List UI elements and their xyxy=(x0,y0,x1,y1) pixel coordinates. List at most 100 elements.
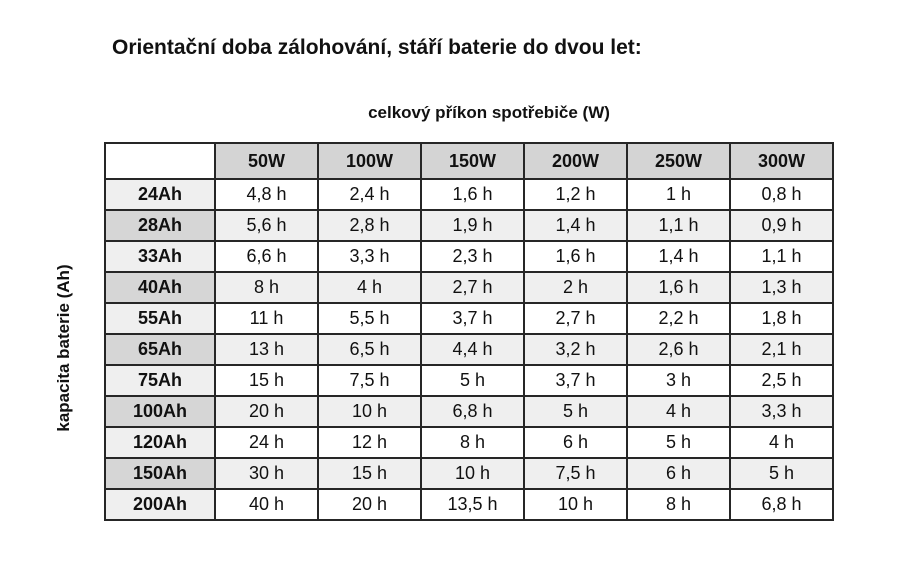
column-header-300w: 300W xyxy=(729,142,834,180)
backup-time-cell: 0,9 h xyxy=(729,209,834,242)
backup-time-cell: 5 h xyxy=(523,395,628,428)
backup-time-cell: 6,5 h xyxy=(317,333,422,366)
backup-time-cell: 7,5 h xyxy=(523,457,628,490)
backup-time-cell: 3,3 h xyxy=(729,395,834,428)
row-label: 24Ah xyxy=(104,178,216,211)
table-top-axis-label: celkový příkon spotřebiče (W) xyxy=(368,103,610,122)
backup-time-cell: 4 h xyxy=(317,271,422,304)
backup-time-cell: 2,5 h xyxy=(729,364,834,397)
backup-time-cell: 5 h xyxy=(420,364,525,397)
backup-time-cell: 3,7 h xyxy=(420,302,525,335)
table-left-axis-label: kapacita baterie (Ah) xyxy=(54,264,73,432)
backup-time-cell: 11 h xyxy=(214,302,319,335)
backup-time-cell: 3,3 h xyxy=(317,240,422,273)
backup-time-cell: 2,7 h xyxy=(420,271,525,304)
row-label: 200Ah xyxy=(104,488,216,521)
table-row: 33Ah 6,6 h 3,3 h 2,3 h 1,6 h 1,4 h 1,1 h xyxy=(104,240,834,273)
header-row: 50W 100W 150W 200W 250W 300W xyxy=(104,142,834,180)
backup-time-cell: 2,6 h xyxy=(626,333,731,366)
table-row: 40Ah 8 h 4 h 2,7 h 2 h 1,6 h 1,3 h xyxy=(104,271,834,304)
backup-time-cell: 1,6 h xyxy=(523,240,628,273)
table-row: 28Ah 5,6 h 2,8 h 1,9 h 1,4 h 1,1 h 0,9 h xyxy=(104,209,834,242)
backup-time-cell: 10 h xyxy=(420,457,525,490)
column-header-150w: 150W xyxy=(420,142,525,180)
row-label: 120Ah xyxy=(104,426,216,459)
backup-time-cell: 1,6 h xyxy=(420,178,525,211)
backup-time-cell: 1,6 h xyxy=(626,271,731,304)
column-header-250w: 250W xyxy=(626,142,731,180)
backup-time-cell: 3,7 h xyxy=(523,364,628,397)
backup-time-cell: 15 h xyxy=(317,457,422,490)
backup-time-cell: 6 h xyxy=(626,457,731,490)
backup-time-cell: 20 h xyxy=(317,488,422,521)
backup-time-cell: 8 h xyxy=(420,426,525,459)
backup-time-cell: 1,2 h xyxy=(523,178,628,211)
backup-time-cell: 4,4 h xyxy=(420,333,525,366)
backup-time-cell: 6 h xyxy=(523,426,628,459)
column-header-50w: 50W xyxy=(214,142,319,180)
backup-time-cell: 5 h xyxy=(729,457,834,490)
backup-time-cell: 12 h xyxy=(317,426,422,459)
backup-time-cell: 24 h xyxy=(214,426,319,459)
backup-time-table: 50W 100W 150W 200W 250W 300W 24Ah 4,8 h … xyxy=(104,142,834,521)
backup-time-cell: 1,9 h xyxy=(420,209,525,242)
backup-time-cell: 1 h xyxy=(626,178,731,211)
row-label: 75Ah xyxy=(104,364,216,397)
backup-time-cell: 2,3 h xyxy=(420,240,525,273)
table-row: 55Ah 11 h 5,5 h 3,7 h 2,7 h 2,2 h 1,8 h xyxy=(104,302,834,335)
backup-time-cell: 13,5 h xyxy=(420,488,525,521)
table-row: 100Ah 20 h 10 h 6,8 h 5 h 4 h 3,3 h xyxy=(104,395,834,428)
backup-time-cell: 40 h xyxy=(214,488,319,521)
backup-time-cell: 3 h xyxy=(626,364,731,397)
column-header-100w: 100W xyxy=(317,142,422,180)
backup-time-cell: 2,2 h xyxy=(626,302,731,335)
backup-time-cell: 2,8 h xyxy=(317,209,422,242)
backup-time-cell: 7,5 h xyxy=(317,364,422,397)
page-title: Orientační doba zálohování, stáří bateri… xyxy=(112,36,642,59)
row-label: 65Ah xyxy=(104,333,216,366)
backup-time-cell: 6,8 h xyxy=(729,488,834,521)
row-label: 150Ah xyxy=(104,457,216,490)
column-header-200w: 200W xyxy=(523,142,628,180)
row-label: 33Ah xyxy=(104,240,216,273)
backup-time-cell: 1,4 h xyxy=(523,209,628,242)
backup-time-cell: 8 h xyxy=(626,488,731,521)
table-row: 200Ah 40 h 20 h 13,5 h 10 h 8 h 6,8 h xyxy=(104,488,834,521)
backup-time-cell: 8 h xyxy=(214,271,319,304)
backup-time-cell: 1,1 h xyxy=(626,209,731,242)
backup-time-cell: 1,4 h xyxy=(626,240,731,273)
backup-time-cell: 20 h xyxy=(214,395,319,428)
backup-time-cell: 13 h xyxy=(214,333,319,366)
backup-time-cell: 6,6 h xyxy=(214,240,319,273)
backup-time-cell: 2,4 h xyxy=(317,178,422,211)
backup-time-cell: 15 h xyxy=(214,364,319,397)
backup-time-cell: 5,6 h xyxy=(214,209,319,242)
backup-time-cell: 1,1 h xyxy=(729,240,834,273)
backup-time-cell: 4 h xyxy=(729,426,834,459)
backup-time-cell: 2,7 h xyxy=(523,302,628,335)
table-row: 150Ah 30 h 15 h 10 h 7,5 h 6 h 5 h xyxy=(104,457,834,490)
table-row: 65Ah 13 h 6,5 h 4,4 h 3,2 h 2,6 h 2,1 h xyxy=(104,333,834,366)
row-label: 100Ah xyxy=(104,395,216,428)
row-label: 28Ah xyxy=(104,209,216,242)
corner-cell xyxy=(104,142,216,180)
backup-time-cell: 5 h xyxy=(626,426,731,459)
backup-time-cell: 30 h xyxy=(214,457,319,490)
backup-time-cell: 5,5 h xyxy=(317,302,422,335)
table-row: 75Ah 15 h 7,5 h 5 h 3,7 h 3 h 2,5 h xyxy=(104,364,834,397)
backup-time-cell: 1,3 h xyxy=(729,271,834,304)
backup-time-cell: 0,8 h xyxy=(729,178,834,211)
backup-time-cell: 2,1 h xyxy=(729,333,834,366)
backup-time-cell: 4,8 h xyxy=(214,178,319,211)
row-label: 40Ah xyxy=(104,271,216,304)
backup-time-cell: 10 h xyxy=(317,395,422,428)
row-label: 55Ah xyxy=(104,302,216,335)
table-row: 24Ah 4,8 h 2,4 h 1,6 h 1,2 h 1 h 0,8 h xyxy=(104,178,834,211)
table-row: 120Ah 24 h 12 h 8 h 6 h 5 h 4 h xyxy=(104,426,834,459)
backup-time-cell: 4 h xyxy=(626,395,731,428)
backup-time-cell: 2 h xyxy=(523,271,628,304)
backup-time-cell: 1,8 h xyxy=(729,302,834,335)
backup-time-cell: 3,2 h xyxy=(523,333,628,366)
backup-time-cell: 6,8 h xyxy=(420,395,525,428)
